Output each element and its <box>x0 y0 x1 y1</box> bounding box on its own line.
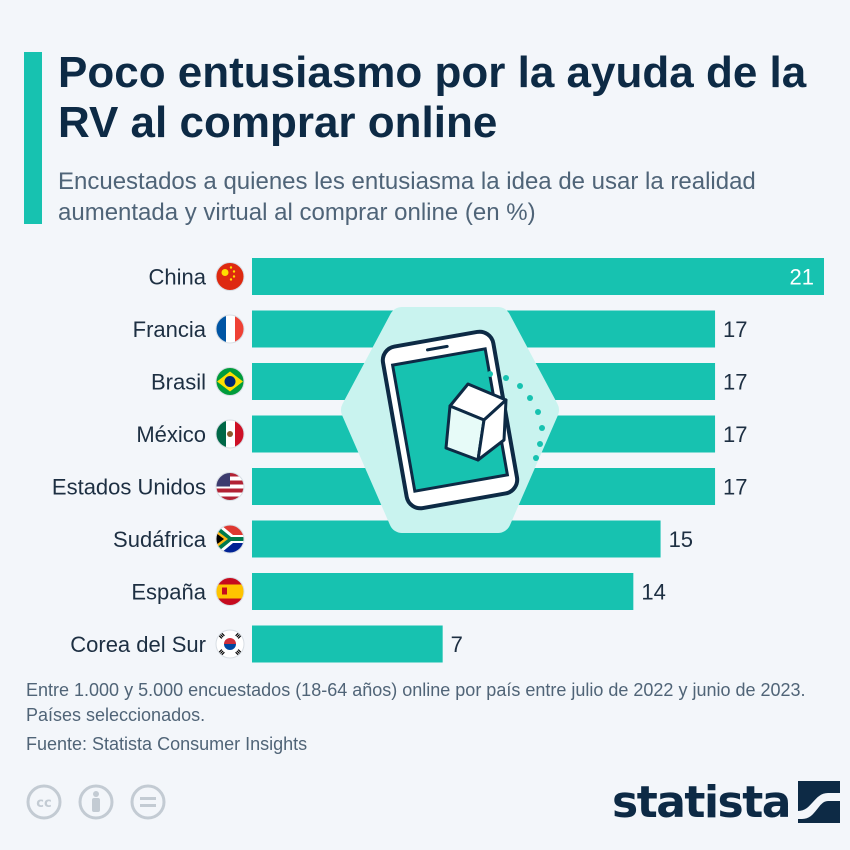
source-note: Fuente: Statista Consumer Insights <box>26 734 308 754</box>
category-label-corea-del-sur: Corea del Sur <box>70 632 206 657</box>
page-subtitle: Encuestados a quienes les entusiasma la … <box>58 168 756 226</box>
south-africa-flag-icon <box>215 524 245 554</box>
bar-china <box>252 258 824 295</box>
value-label-estados-unidos: 17 <box>723 475 747 500</box>
value-label-francia: 17 <box>723 317 747 342</box>
no-derivatives-icon[interactable] <box>130 784 166 820</box>
brazil-flag-icon <box>215 367 245 396</box>
south-korea-flag-icon <box>215 629 245 659</box>
value-label-sudafrica: 15 <box>669 527 693 552</box>
france-flag-icon <box>215 314 245 344</box>
value-label-brasil: 17 <box>723 370 747 395</box>
bar-corea-del-sur <box>252 625 443 663</box>
footnote: Entre 1.000 y 5.000 encuestados (18-64 a… <box>26 680 806 725</box>
category-label-mexico: México <box>136 422 206 447</box>
value-label-mexico: 17 <box>723 422 747 447</box>
title-accent-bar <box>24 52 42 224</box>
page-title: Poco entusiasmo por la ayuda de la RV al… <box>58 48 807 147</box>
china-flag-icon <box>215 262 245 291</box>
category-label-espana: España <box>131 580 206 605</box>
attribution-icon[interactable] <box>78 784 114 820</box>
category-label-francia: Francia <box>133 317 207 342</box>
spain-flag-icon <box>215 577 245 606</box>
category-label-estados-unidos: Estados Unidos <box>52 475 206 500</box>
vr-phone-illustration-icon <box>341 307 559 533</box>
bar-espana <box>252 573 634 610</box>
mexico-flag-icon <box>215 419 245 449</box>
statista-logo[interactable]: statista <box>612 774 840 830</box>
category-label-sudafrica: Sudáfrica <box>113 527 207 552</box>
statista-logo-icon <box>797 781 840 823</box>
value-label-espana: 14 <box>641 580 665 605</box>
usa-flag-icon <box>215 472 245 501</box>
category-label-china: China <box>149 265 207 290</box>
category-label-brasil: Brasil <box>151 370 206 395</box>
logo-text: statista <box>612 776 791 828</box>
cc-icon[interactable]: cc <box>26 784 62 820</box>
value-label-corea-del-sur: 7 <box>451 632 463 657</box>
value-label-china: 21 <box>790 265 814 290</box>
svg-text:cc: cc <box>36 796 51 811</box>
